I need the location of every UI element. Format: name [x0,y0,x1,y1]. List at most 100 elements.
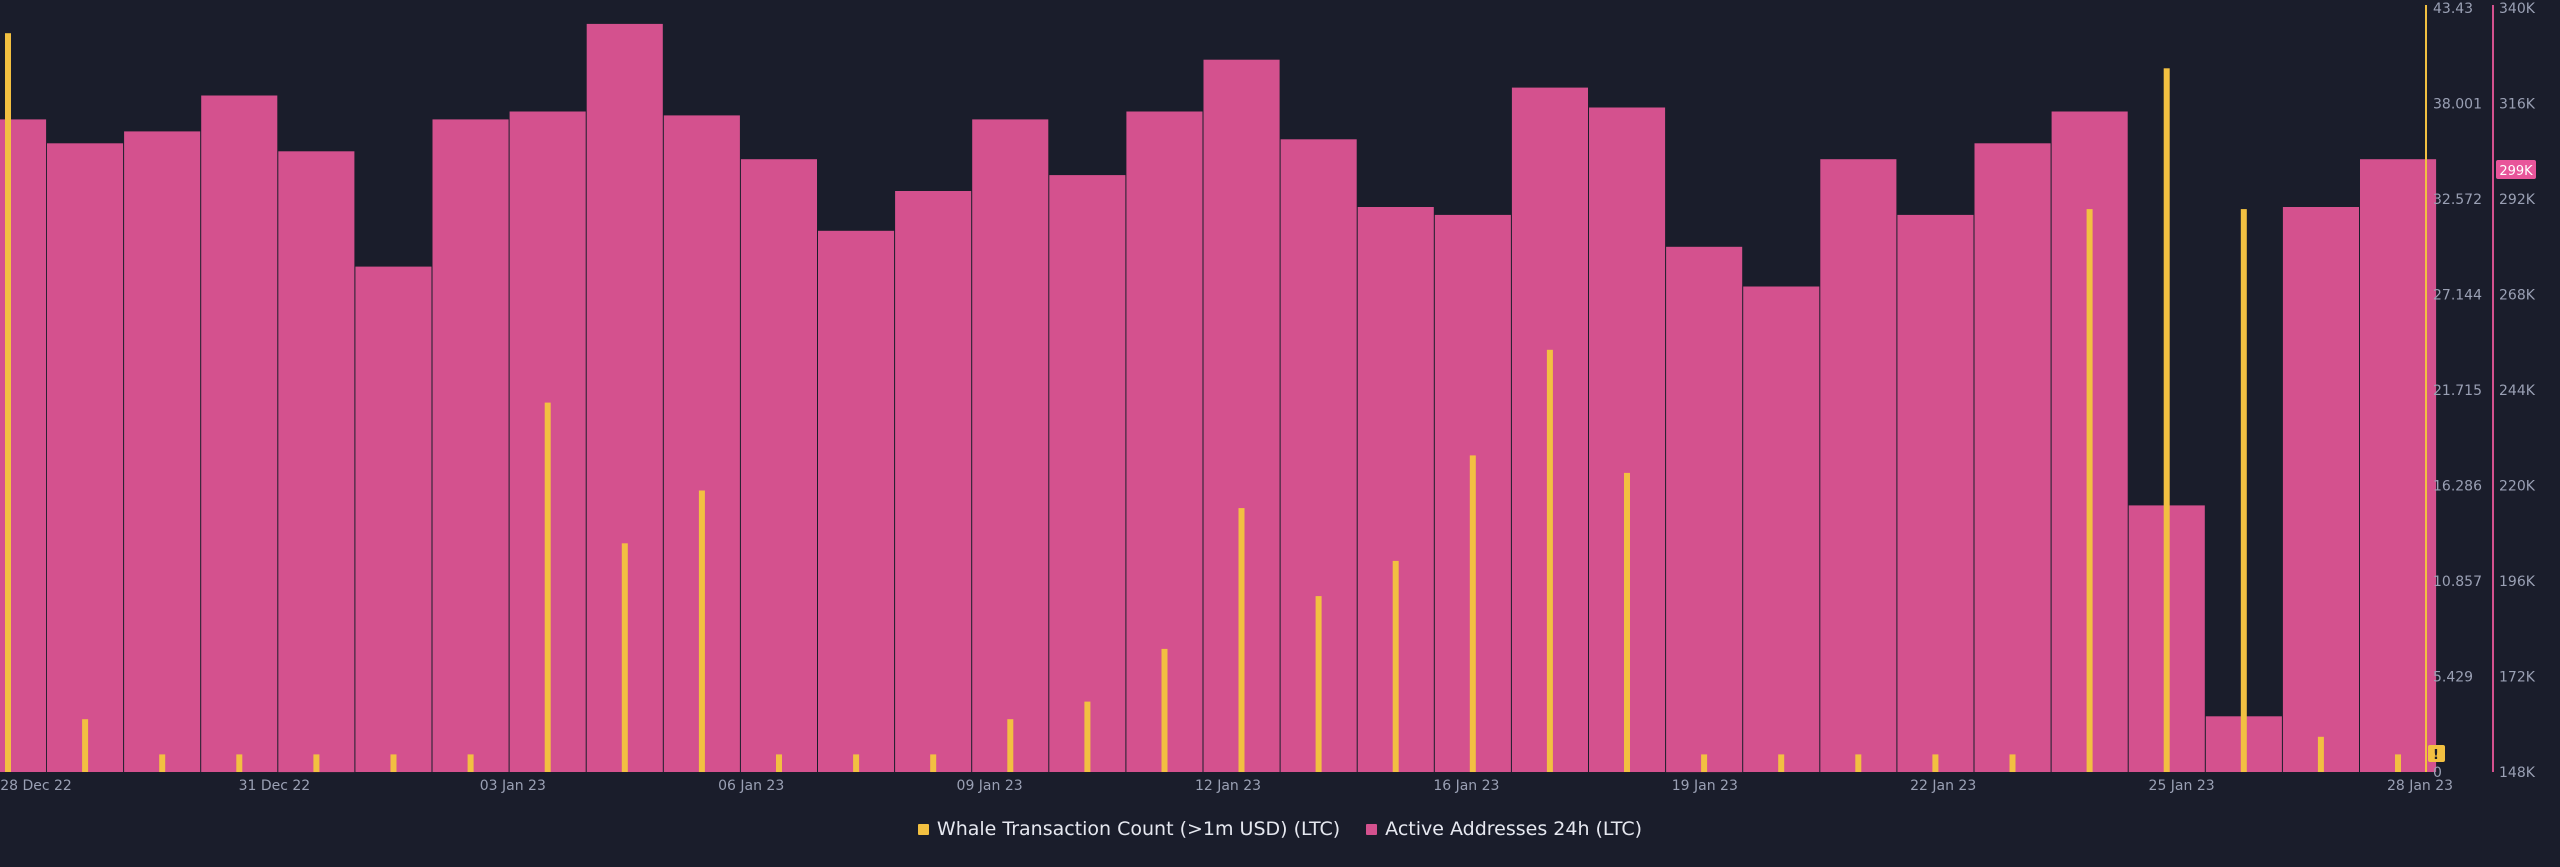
date-axis-ticks: 28 Dec 22 31 Dec 22 03 Jan 23 06 Jan 23 09 J… [0,778,2453,794]
whale-axis-tick-label: 21.715 [2433,383,2482,399]
whale-bar [776,754,782,772]
whale-axis-tick-label: 43.43 [2433,1,2473,17]
active-axis-tick-label: 340K [2499,1,2536,17]
active-bar [124,131,201,772]
whale-bar [1932,754,1939,772]
date-axis-tick-label: 22 Jan 23 [1910,778,1976,794]
legend-label-whale: Whale Transaction Count (>1m USD) (LTC) [936,818,1341,840]
legend-item-whale[interactable]: Whale Transaction Count (>1m USD) (LTC) [917,818,1341,840]
whale-bar [236,754,243,772]
date-axis-tick-label: 03 Jan 23 [480,778,546,794]
whale-bar [2317,736,2324,772]
active-bar [895,191,972,772]
whale-bar [1084,701,1091,772]
date-axis-tick-label: 12 Jan 23 [1195,778,1261,794]
whale-bar [2163,68,2170,773]
active-bar [1049,175,1126,773]
active-bar [1974,143,2051,773]
date-axis-tick-label: 28 Jan 23 [2387,778,2453,794]
whale-flag-icon[interactable]: ! [2428,745,2445,763]
active-axis-tick-label: 268K [2499,288,2536,304]
whale-bar [853,754,860,772]
active-axis-tick-label: 172K [2499,670,2536,686]
active-axis-tick-label: 220K [2499,479,2536,495]
whale-axis-tick-label: 10.857 [2433,574,2482,590]
whale-bar [930,754,937,772]
whale-transactions-series [5,33,2401,773]
active-bar [278,151,355,773]
active-axis-tick-label: 292K [2499,192,2536,208]
active-axis-tick-label: 316K [2499,97,2536,113]
whale-bar [467,754,474,772]
active-bar [1743,286,1820,772]
whale-axis-tick-label: 16.286 [2433,479,2482,495]
date-axis-tick-label: 25 Jan 23 [2149,778,2215,794]
active-bar [2282,207,2359,772]
active-current-badge-bg [2496,160,2536,179]
whale-axis-tick-label: 0 [2433,765,2442,781]
whale-axis-tick-label: 27.144 [2433,288,2482,304]
active-bar [47,143,124,773]
whale-bar [390,754,397,772]
axes-layer [2425,5,2494,772]
active-bar [972,119,1049,772]
active-axis-tick-label: 148K [2499,765,2536,781]
whale-axis-ticks: 0 5.429 10.857 16.286 21.715 27.144 32.572 38.0… [2433,1,2482,781]
whale-axis-tick-label: 32.572 [2433,192,2482,208]
whale-bar [2086,209,2093,773]
date-axis-tick-label: 28 Dec 22 [0,778,72,794]
active-bar [1897,214,1974,772]
legend-label-active: Active Addresses 24h (LTC) [1385,818,1643,840]
whale-bar [1701,754,1708,772]
whale-bar [2240,209,2247,773]
whale-bar [2395,754,2401,772]
date-axis-tick-label: 09 Jan 23 [957,778,1023,794]
whale-bar [1855,754,1862,772]
whale-bar [1238,508,1245,772]
date-axis-tick-label: 06 Jan 23 [718,778,784,794]
whale-bar [313,754,320,772]
active-bar [2360,159,2437,772]
whale-bar [1161,648,1168,772]
whale-bar [1392,560,1399,772]
whale-bar [159,754,166,772]
whale-flag-mark: ! [2433,748,2439,763]
legend-swatch-whale [917,823,929,835]
active-addresses-series [0,23,2437,773]
whale-flag-bg [2428,745,2445,762]
whale-bar [82,719,89,772]
active-bar [432,119,509,772]
whale-bar [621,543,628,772]
whale-bar [1007,719,1014,772]
active-bar [818,230,895,773]
whale-bar [5,33,11,772]
legend-item-active[interactable]: Active Addresses 24h (LTC) [1366,818,1642,840]
date-axis-tick-label: 16 Jan 23 [1433,778,1499,794]
active-bar [1666,246,1743,773]
whale-bar [2009,754,2016,772]
whale-bar [544,402,551,772]
chart-legend: Whale Transaction Count (>1m USD) (LTC) … [0,818,2560,840]
whale-axis-tick-label: 5.429 [2433,670,2473,686]
active-current-value: 299K [2499,164,2533,179]
whale-bar [1546,349,1553,772]
date-axis-tick-label: 19 Jan 23 [1672,778,1738,794]
whale-bar [1469,455,1476,772]
whale-bar [1778,754,1785,772]
legend-swatch-active [1366,823,1378,835]
whale-axis-tick-label: 38.001 [2433,97,2482,113]
active-bar [201,95,278,772]
date-axis-tick-label: 31 Dec 22 [239,778,311,794]
active-bar [740,159,817,772]
active-bar [1820,159,1897,772]
active-bar [355,266,432,772]
whale-bar [698,490,705,772]
active-axis-tick-label: 196K [2499,574,2536,590]
active-axis-tick-label: 244K [2499,383,2536,399]
whale-bar [1315,596,1322,772]
active-current-badge: 299K [2496,160,2536,179]
whale-bar [1624,472,1630,772]
active-axis-ticks: 148K 172K 196K 220K 244K 268K 292K 316K 340K [2499,1,2536,781]
